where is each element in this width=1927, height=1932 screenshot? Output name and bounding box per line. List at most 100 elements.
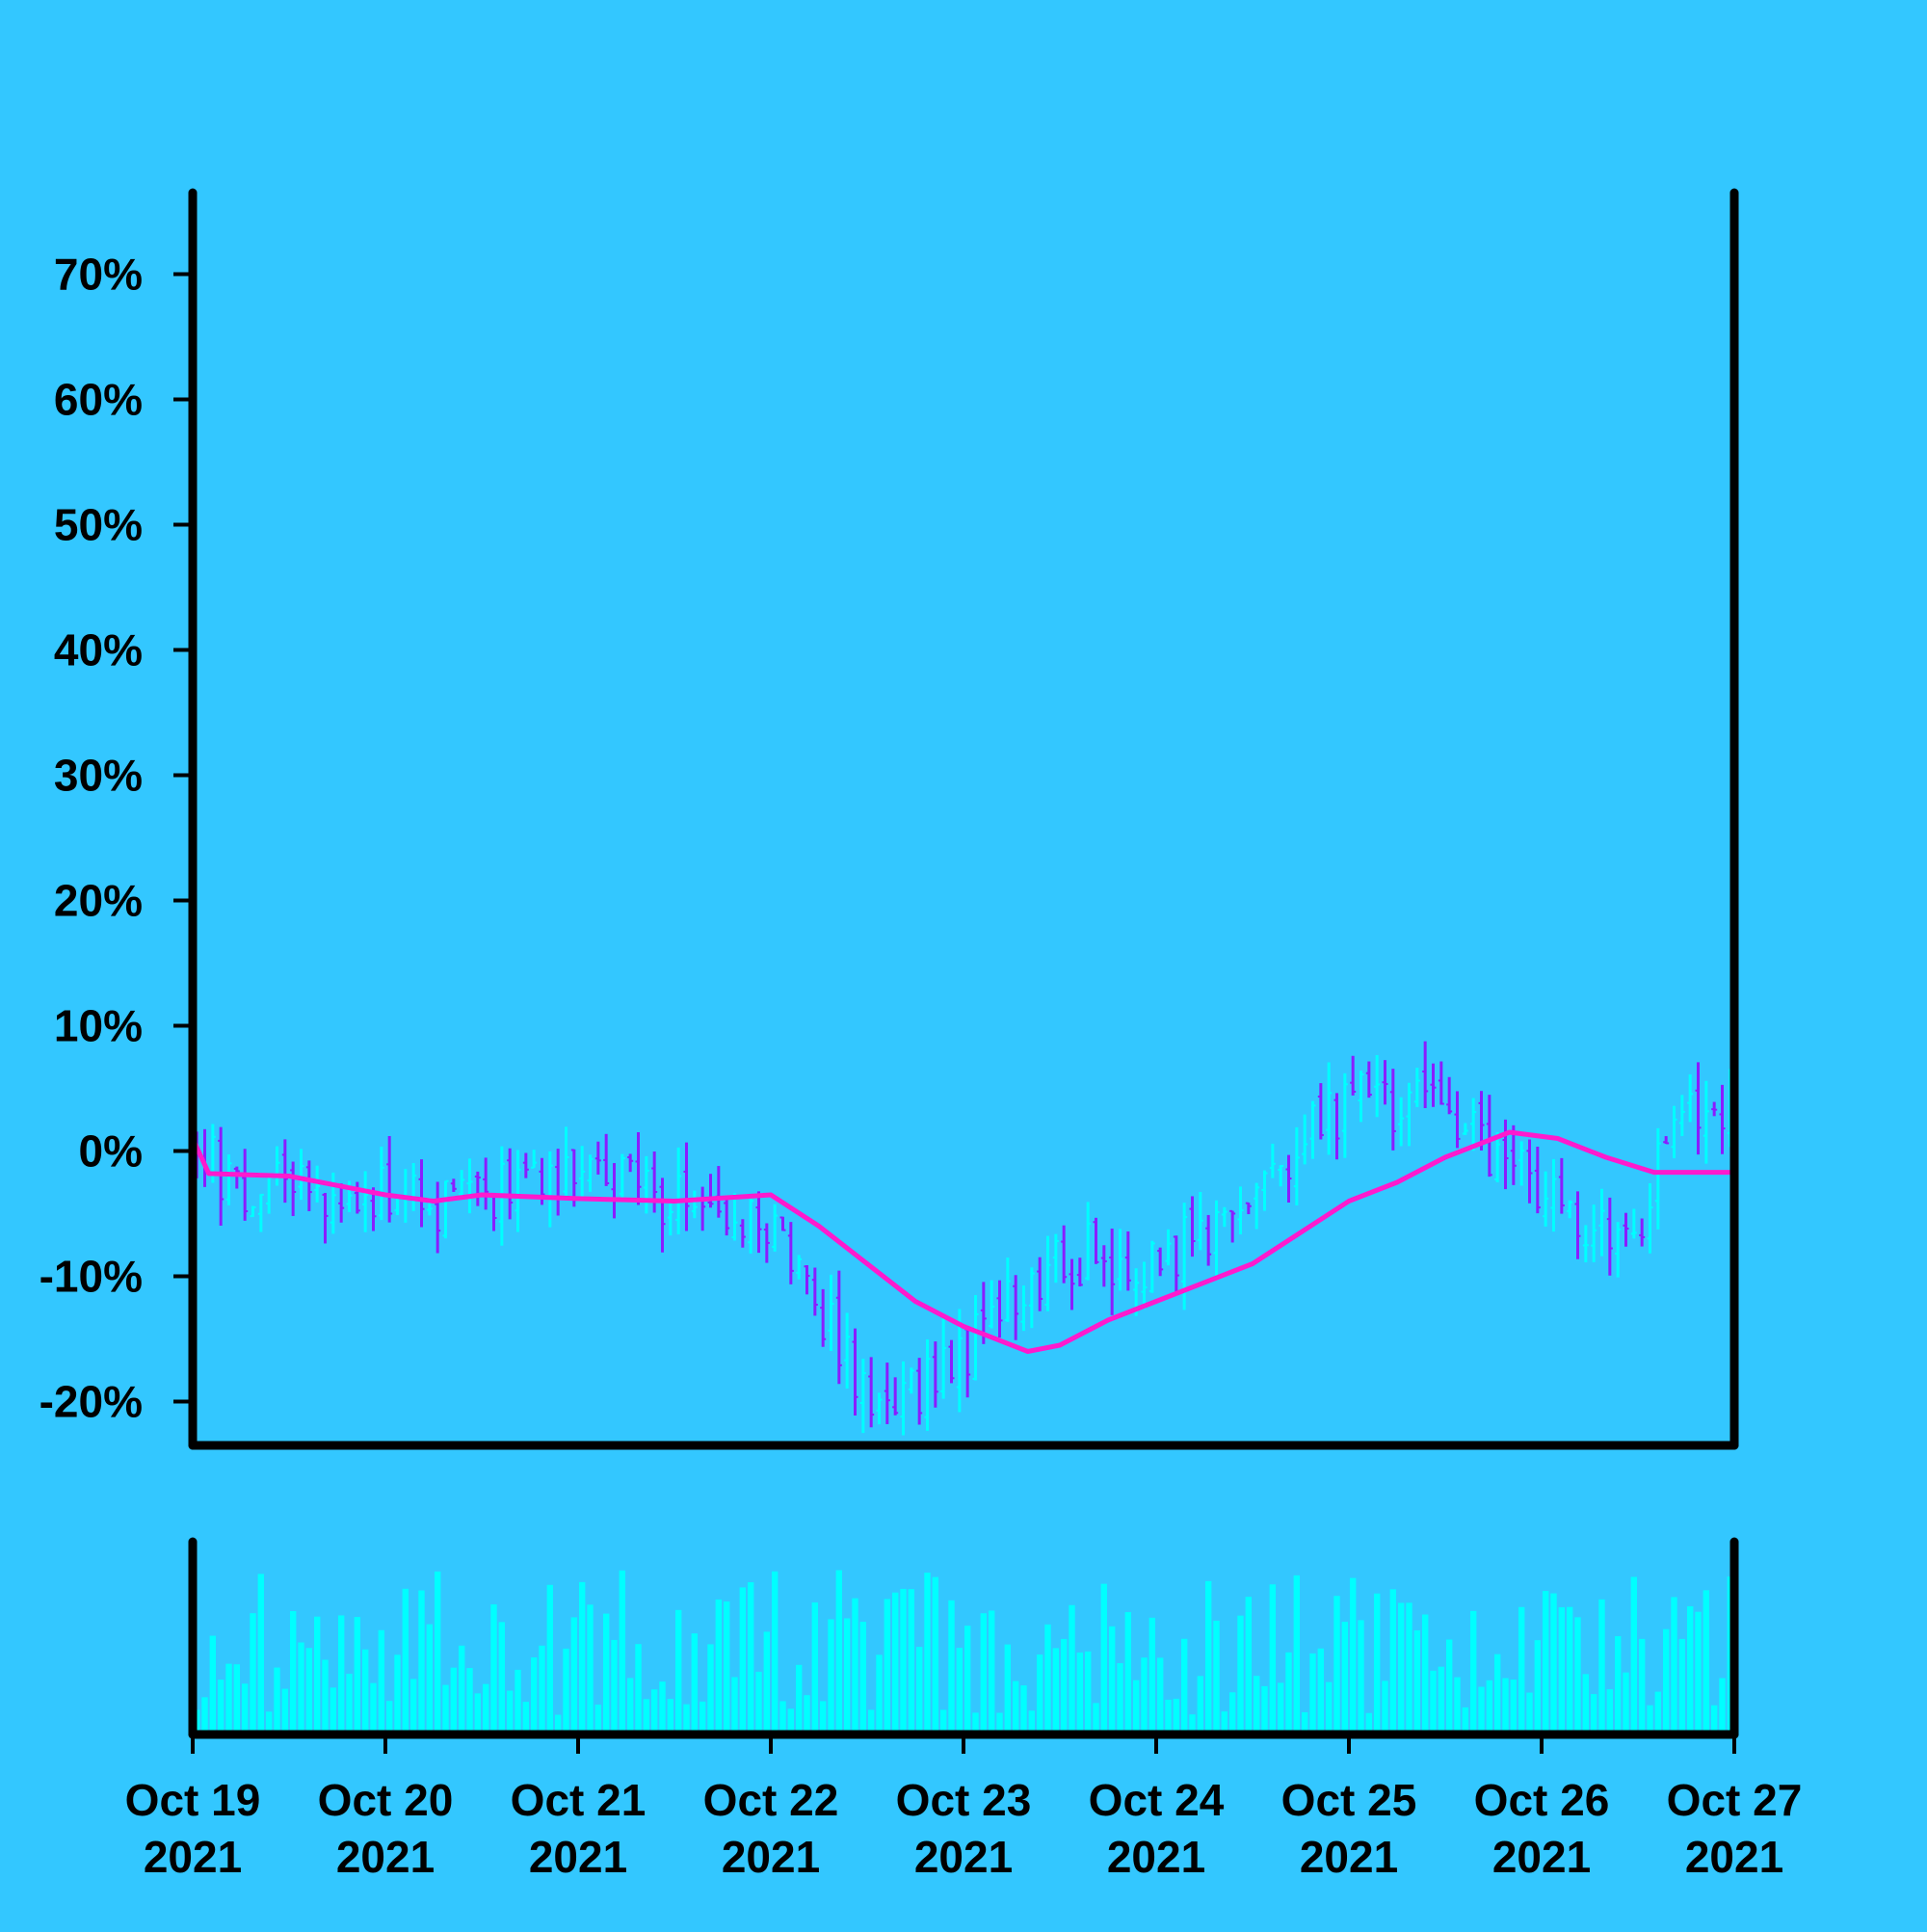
ohlc-bar [281,1139,288,1204]
volume-bar [1221,1711,1228,1734]
volume-bar [1156,1657,1164,1734]
volume-bar [884,1599,891,1734]
volume-bar [1438,1666,1445,1734]
ohlc-bar [250,1205,256,1218]
volume-bar [635,1644,642,1734]
volume-bar [1108,1626,1116,1734]
ohlc-bar [964,1325,971,1398]
volume-bar [570,1617,578,1734]
volume-bar [274,1667,280,1734]
ohlc-bar [522,1152,529,1178]
volume-bar [450,1667,458,1734]
ohlc-bar [1374,1055,1381,1118]
volume-bar [1397,1602,1405,1734]
ohlc-bar [1630,1208,1637,1239]
volume-bar [891,1592,899,1734]
volume-bar [1277,1682,1284,1734]
ohlc-bar [659,1178,666,1253]
volume-bar [1630,1576,1638,1734]
ohlc-bar [1558,1157,1565,1214]
volume-bar [1421,1614,1429,1734]
volume-bar [739,1587,747,1734]
volume-bar [466,1668,473,1734]
volume-bar [731,1677,738,1734]
volume-bar [515,1669,521,1734]
volume-bar [1269,1584,1277,1734]
ohlc-bar [1574,1191,1581,1259]
ohlc-bar [410,1163,417,1211]
volume-bar [378,1629,385,1734]
volume-bar [1478,1686,1485,1734]
ohlc-bar [1567,1200,1573,1219]
volume-bar [1180,1638,1188,1734]
ohlc-bar [1422,1041,1429,1108]
volume-bar [1317,1648,1325,1734]
ohlc-bar [772,1204,779,1252]
ohlc-bar [876,1392,883,1425]
volume-bar [915,1647,923,1734]
ohlc-bar [1229,1209,1236,1243]
volume-bar [1614,1635,1622,1734]
ohlc-bar [804,1265,810,1295]
ohlc-bar [450,1178,457,1192]
volume-bar [1462,1707,1469,1734]
volume-bar [1502,1678,1509,1734]
volume-bar [715,1599,723,1734]
price-panel [190,1041,1734,1436]
volume-bar [674,1609,682,1734]
ohlc-bar [362,1171,369,1232]
volume-bar [1710,1705,1718,1734]
ohlc-bar [1365,1061,1372,1098]
x-tick-label-year: 2021 [1300,1832,1398,1882]
ohlc-bar [603,1133,610,1186]
ohlc-bar [459,1170,465,1200]
ohlc-bar [1543,1171,1549,1227]
volume-bar [1100,1583,1108,1734]
ohlc-bar [1591,1204,1597,1262]
volume-bar [587,1604,594,1734]
volume-bar [835,1570,843,1734]
volume-bar [1566,1606,1573,1734]
volume-bar [1044,1624,1051,1734]
volume-bar [1237,1615,1244,1734]
ohlc-bar [619,1153,625,1202]
ohlc-bar [724,1196,730,1236]
volume-bar [1454,1677,1461,1734]
volume-bar [1638,1638,1646,1734]
volume-bar [426,1624,434,1734]
ohlc-bar [1350,1055,1357,1096]
ohlc-bar [900,1361,907,1436]
volume-bar [434,1571,441,1734]
volume-bar [539,1645,545,1734]
volume-bar [298,1642,304,1734]
volume-bar [1301,1711,1308,1734]
ohlc-bar [820,1288,827,1347]
volume-bar [787,1708,795,1734]
ohlc-bar [322,1193,329,1244]
volume-bar [691,1633,699,1734]
volume-bar [1647,1705,1653,1734]
ohlc-bar [290,1161,297,1216]
volume-bar [852,1598,858,1734]
ohlc-bar [1189,1196,1196,1257]
volume-bar [1518,1606,1525,1734]
x-tick-label-date: Oct 23 [896,1775,1032,1825]
ohlc-bar [378,1147,384,1221]
ohlc-bar [1124,1231,1131,1291]
volume-bar [1413,1629,1421,1734]
ohlc-bar [266,1177,273,1214]
volume-bar [241,1683,249,1734]
ohlc-bar [1333,1093,1340,1160]
volume-bar [611,1639,618,1734]
volume-bar [1060,1638,1068,1734]
ohlc-bar [507,1148,514,1220]
volume-bar [563,1648,569,1734]
volume-bar [313,1616,321,1734]
volume-bar [1028,1710,1036,1734]
volume-bar [402,1588,409,1734]
volume-bar [1574,1617,1581,1734]
ohlc-bar [1037,1257,1043,1311]
volume-bar [771,1571,779,1734]
ohlc-bar [1076,1257,1083,1287]
volume-bar [643,1699,650,1734]
